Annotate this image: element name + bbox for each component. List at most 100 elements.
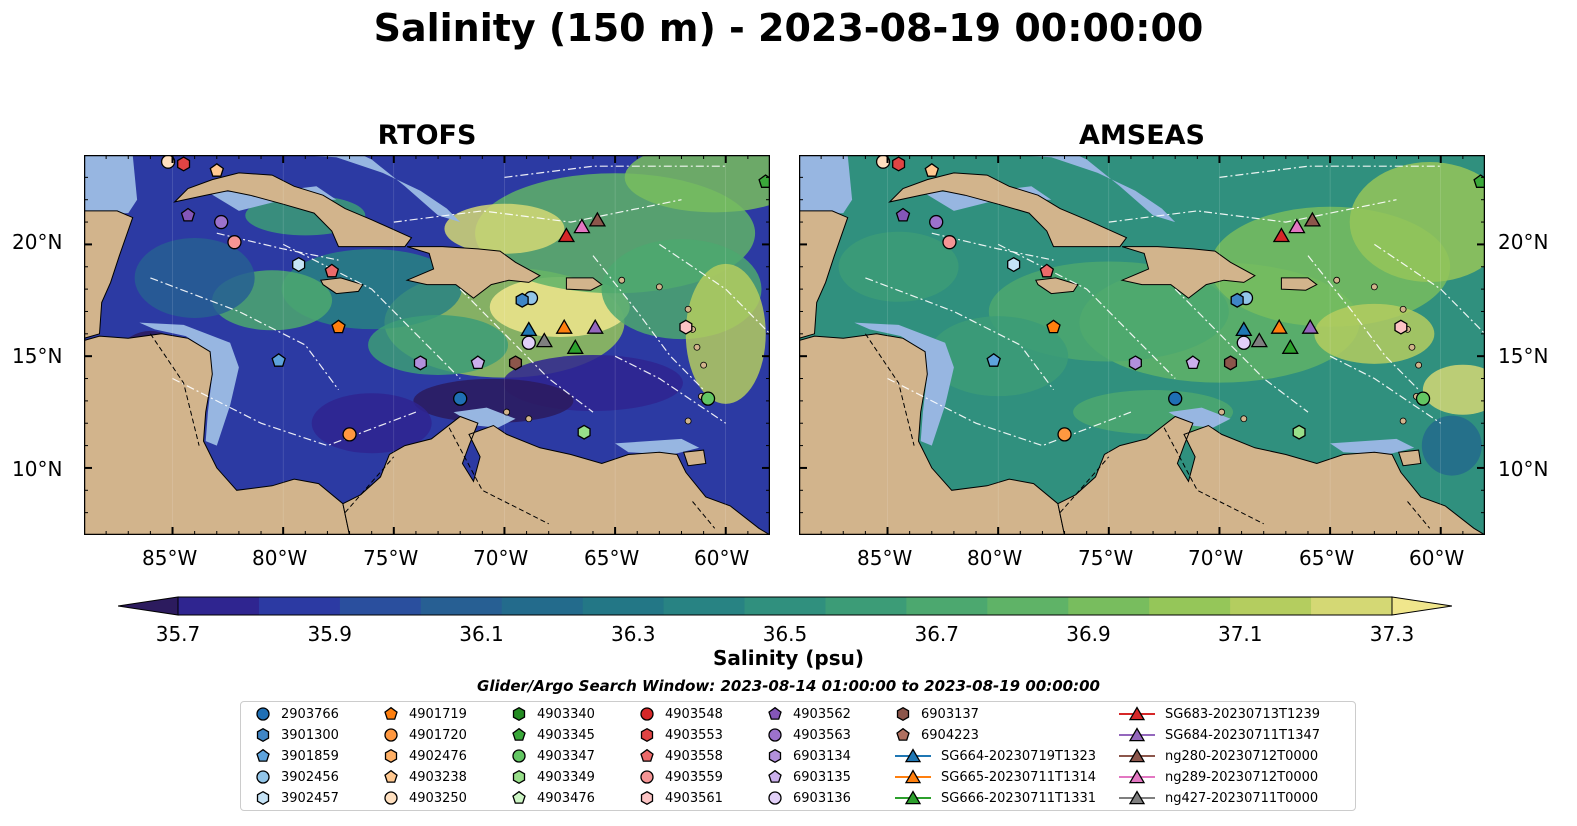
legend-item-2903766: 2903766	[253, 704, 339, 724]
lon-label-right-80: 80°W	[967, 546, 1023, 570]
colorbar-tick-37.3: 37.3	[1369, 622, 1415, 646]
marker-SG665-20230711T1314	[555, 318, 573, 334]
legend-label: 4903238	[409, 769, 467, 785]
legend-marker-SG666-20230711T1331	[904, 790, 922, 805]
marker-6903135	[1185, 355, 1201, 370]
legend-item-3902457: 3902457	[253, 788, 339, 808]
legend-marker-ng280-20230712T0000	[1128, 748, 1146, 763]
legend-marker-6904223	[896, 727, 910, 741]
marker-6903134	[1128, 355, 1142, 371]
lat-label-left-10: 10°N	[12, 457, 63, 481]
marker-3901859	[986, 352, 1001, 367]
lon-label-left-75: 75°W	[363, 546, 419, 570]
legend-marker-4901720	[384, 728, 398, 742]
marker-6903135	[470, 355, 486, 370]
marker-2903766	[1168, 391, 1183, 406]
legend-label: 3901300	[281, 727, 339, 743]
colorbar-tick-36.3: 36.3	[610, 622, 656, 646]
legend-item-4903250: 4903250	[381, 788, 467, 808]
marker-4903562	[895, 207, 911, 222]
legend-item-SG666-20230711T1331: SG666-20230711T1331	[893, 788, 1096, 808]
legend-marker-SG683-20230713T1239	[1128, 706, 1146, 721]
rtofs-map	[84, 155, 770, 535]
legend-label: 4903347	[537, 748, 595, 764]
lon-label-left-65: 65°W	[584, 546, 640, 570]
marker-3901300	[515, 292, 529, 308]
marker-SG664-20230719T1323	[1235, 321, 1253, 337]
legend-marker-3902457	[256, 790, 270, 806]
marker-4901720	[1057, 427, 1072, 442]
legend-label: 4903558	[665, 748, 723, 764]
marker-ng289-20230712T0000	[1288, 218, 1306, 234]
legend-item-SG684-20230711T1347: SG684-20230711T1347	[1117, 725, 1320, 745]
lon-label-left-85: 85°W	[142, 546, 198, 570]
colorbar-tick-37.1: 37.1	[1217, 622, 1263, 646]
colorbar-label: Salinity (psu)	[712, 646, 864, 670]
legend-marker-ng289-20230712T0000	[1128, 769, 1146, 784]
marker-ng280-20230712T0000	[588, 211, 607, 227]
legend-item-4903238: 4903238	[381, 767, 467, 787]
legend-label: SG683-20230713T1239	[1165, 706, 1321, 722]
legend-label: 2903766	[281, 706, 339, 722]
legend-label: 3902456	[281, 769, 339, 785]
legend-item-4903476: 4903476	[509, 788, 595, 808]
marker-4903559	[942, 235, 957, 250]
marker-ng289-20230712T0000	[573, 218, 591, 234]
marker-SG683-20230713T1239	[557, 227, 576, 243]
marker-SG664-20230719T1323	[520, 321, 538, 337]
legend-label: 4903349	[537, 769, 595, 785]
legend-marker-3901300	[256, 727, 270, 743]
marker-6903134	[413, 355, 427, 371]
colorbar-tick-36.5: 36.5	[762, 622, 808, 646]
legend-label: 4903561	[665, 790, 723, 806]
legend-label: 4901719	[409, 706, 467, 722]
legend-item-6903137: 6903137	[893, 704, 979, 724]
legend-marker-4903561	[640, 790, 654, 806]
lon-label-left-80: 80°W	[252, 546, 308, 570]
lon-label-right-60: 60°W	[1409, 546, 1465, 570]
marker-3901300	[1230, 292, 1244, 308]
legend-marker-SG664-20230719T1323	[904, 748, 922, 763]
marker-4901719	[331, 319, 346, 334]
legend-item-4902476: 4902476	[381, 746, 467, 766]
marker-4903563	[214, 214, 229, 230]
legend-marker-3902456	[256, 770, 270, 784]
lon-label-right-75: 75°W	[1078, 546, 1134, 570]
search-window-text: Glider/Argo Search Window: 2023-08-14 01…	[477, 677, 1100, 695]
legend-marker-4903250	[384, 791, 398, 805]
marker-4903559	[227, 235, 242, 250]
marker-4903345	[1473, 174, 1485, 188]
colorbar-tick-35.7: 35.7	[155, 622, 201, 646]
legend-marker-SG684-20230711T1347	[1128, 727, 1146, 742]
legend-item-6904223: 6904223	[893, 725, 979, 745]
legend-label: ng289-20230712T0000	[1165, 769, 1319, 785]
legend-marker-4903476	[512, 790, 526, 804]
lat-label-right-15: 15°N	[1498, 344, 1549, 368]
legend-marker-4903349	[512, 769, 526, 785]
lon-label-right-85: 85°W	[857, 546, 913, 570]
panel-title-rtofs: RTOFS	[377, 120, 477, 151]
legend-marker-4903347	[512, 749, 526, 763]
legend-item-4903561: 4903561	[637, 788, 723, 808]
legend-marker-4901719	[384, 706, 398, 720]
legend-label: 4903553	[665, 727, 723, 743]
legend-marker-3901859	[256, 748, 270, 762]
marker-SG666-20230711T1331	[566, 338, 584, 354]
legend-item-6903134: 6903134	[765, 746, 851, 766]
marker-4903563	[929, 214, 944, 230]
marker-SG683-20230713T1239	[1272, 227, 1291, 243]
legend-label: ng280-20230712T0000	[1165, 748, 1319, 764]
marker-SG684-20230711T1347	[1301, 318, 1319, 334]
lat-label-left-15: 15°N	[12, 344, 63, 368]
legend-marker-6903137	[896, 706, 910, 722]
legend-item-4903340: 4903340	[509, 704, 595, 724]
marker-4903349	[1292, 424, 1306, 440]
marker-ng427-20230711T0000	[1250, 332, 1268, 348]
legend-marker-4903548	[640, 707, 654, 721]
marker-6903136	[1236, 335, 1251, 350]
figure-title: Salinity (150 m) - 2023-08-19 00:00:00	[373, 6, 1204, 50]
legend-label: 6903134	[793, 748, 851, 764]
marker-4903345	[758, 174, 770, 188]
marker-4903238	[209, 162, 225, 177]
legend-label: SG666-20230711T1331	[941, 790, 1097, 806]
